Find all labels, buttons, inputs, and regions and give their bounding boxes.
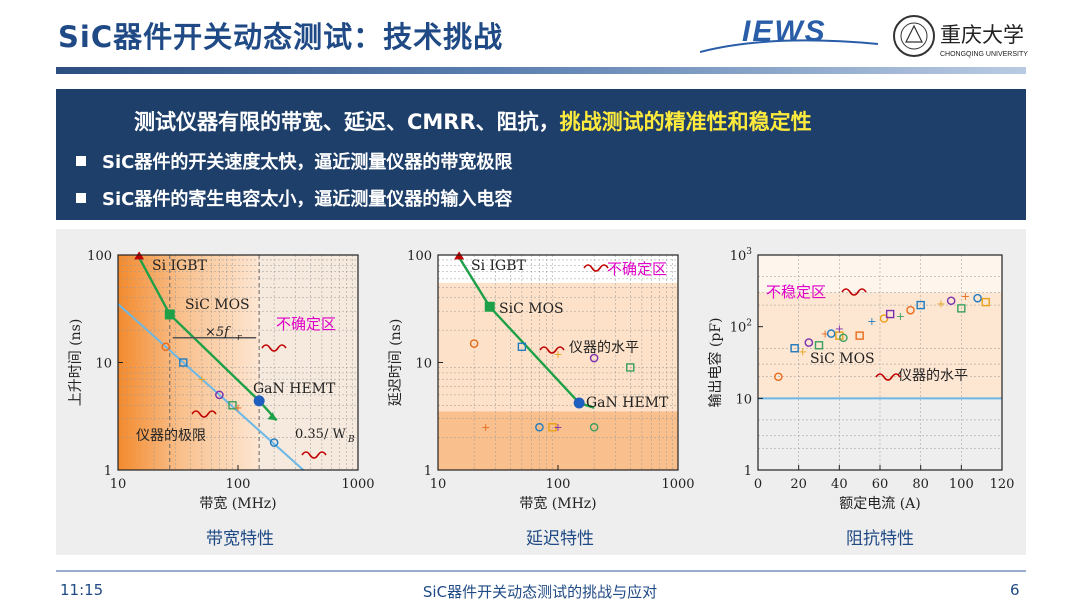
cqu-subtitle: CHONGQING UNIVERSITY xyxy=(940,51,1028,58)
page-number: 6 xyxy=(1010,581,1020,599)
iews-logo-text: IEWS xyxy=(742,15,827,48)
bullet-square-icon xyxy=(76,156,86,166)
cqu-logo: 重庆大学 CHONGQING UNIVERSITY xyxy=(893,15,1028,58)
bullet-text: SiC器件的寄生电容太小，逼近测量仪器的输入电容 xyxy=(102,189,513,210)
challenge-headline-highlight: 挑战测试的精准性和稳定性 xyxy=(559,110,812,134)
bullet-square-icon xyxy=(76,193,86,203)
cqu-name: 重庆大学 xyxy=(940,23,1024,47)
figure-panel xyxy=(56,229,1026,555)
footer-time: 11:15 xyxy=(60,581,104,599)
chart-caption-delay: 延迟特性 xyxy=(526,529,594,549)
bullet-item: SiC器件的寄生电容太小，逼近测量仪器的输入电容 xyxy=(76,185,512,211)
title-underline xyxy=(56,67,1026,74)
challenge-headline-plain: 测试仪器有限的带宽、延迟、CMRR、阻抗， xyxy=(134,110,560,134)
slide-title: SiC器件开关动态测试：技术挑战 xyxy=(58,20,504,54)
iews-logo: IEWS xyxy=(700,15,879,53)
chart-caption-bandwidth: 带宽特性 xyxy=(206,529,274,549)
challenge-box: 测试仪器有限的带宽、延迟、CMRR、阻抗，挑战测试的精准性和稳定性 SiC器件的… xyxy=(56,89,1026,220)
chart-caption-impedance: 阻抗特性 xyxy=(846,529,914,549)
bullet-item: SiC器件的开关速度太快，逼近测量仪器的带宽极限 xyxy=(76,148,512,174)
footer-title: SiC器件开关动态测试的挑战与应对 xyxy=(422,583,658,601)
footer-line xyxy=(56,570,1026,572)
cqu-seal-icon xyxy=(893,15,935,57)
challenge-headline: 测试仪器有限的带宽、延迟、CMRR、阻抗，挑战测试的精准性和稳定性 xyxy=(134,106,812,136)
bullet-text: SiC器件的开关速度太快，逼近测量仪器的带宽极限 xyxy=(102,152,513,173)
